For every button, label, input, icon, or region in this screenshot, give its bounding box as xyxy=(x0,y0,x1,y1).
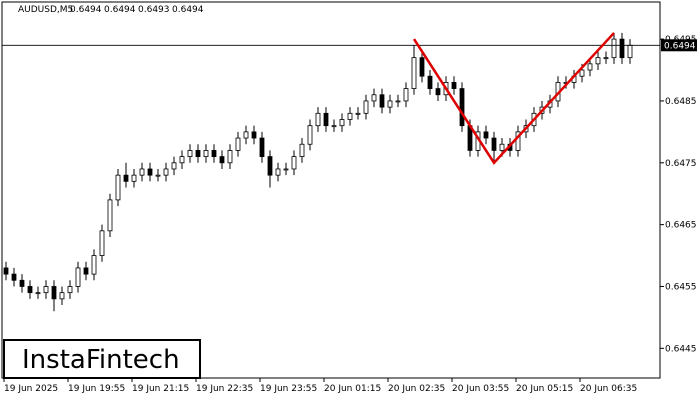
x-tick-label: 19 Jun 22:35 xyxy=(196,384,253,394)
candle-body xyxy=(131,174,137,182)
candle-body xyxy=(395,100,401,103)
candle-body xyxy=(411,57,417,89)
candle-body xyxy=(147,168,153,176)
candle-body xyxy=(243,131,249,139)
x-tick-label: 20 Jun 05:15 xyxy=(516,384,573,394)
header-value: 0.6494 xyxy=(172,5,204,15)
candle-body xyxy=(235,137,241,151)
candle-body xyxy=(219,156,225,164)
candle-body xyxy=(339,119,345,127)
candle-body xyxy=(123,174,129,182)
candle-body xyxy=(155,174,161,177)
candle-body xyxy=(35,292,41,295)
header-value: 0.6494 xyxy=(70,5,102,15)
candle-body xyxy=(227,150,233,164)
candle-body xyxy=(203,150,209,158)
candle-body xyxy=(291,156,297,170)
x-tick-label: 19 Jun 21:15 xyxy=(132,384,189,394)
x-tick-label: 19 Jun 23:55 xyxy=(260,384,317,394)
candle-body xyxy=(3,267,9,275)
candle-body xyxy=(611,38,617,59)
candle-body xyxy=(211,150,217,158)
candle-body xyxy=(347,112,353,120)
candle-body xyxy=(283,168,289,171)
candle-body xyxy=(67,286,73,294)
candle-body xyxy=(459,88,465,127)
candle-body xyxy=(139,168,145,176)
candle-body xyxy=(595,57,601,65)
x-tick-label: 20 Jun 02:35 xyxy=(388,384,445,394)
candle-body xyxy=(627,44,633,59)
candle-body xyxy=(419,57,425,77)
candle-body xyxy=(187,150,193,158)
y-tick-label: 0.6485 xyxy=(665,97,697,107)
candle-body xyxy=(451,81,457,89)
candle-body xyxy=(59,292,65,300)
candle-body xyxy=(115,174,121,201)
candle-body xyxy=(307,125,313,145)
candle-body xyxy=(403,88,409,102)
candle-body xyxy=(259,137,265,158)
candle-body xyxy=(107,199,113,232)
candle-body xyxy=(275,168,281,176)
candle-body xyxy=(251,131,257,139)
logo-box xyxy=(3,339,201,379)
candle-body xyxy=(483,131,489,139)
candle-body xyxy=(355,112,361,115)
header-value: 0.6494 xyxy=(104,5,136,15)
x-tick-label: 20 Jun 06:35 xyxy=(580,384,637,394)
candle-body xyxy=(171,162,177,170)
candle-body xyxy=(163,168,169,176)
x-tick-label: 19 Jun 2025 xyxy=(4,384,58,394)
candle-body xyxy=(299,143,305,158)
candle-body xyxy=(427,75,433,89)
candle-body xyxy=(515,131,521,151)
y-tick-label: 0.6455 xyxy=(665,282,697,292)
pattern-line xyxy=(412,32,615,165)
candle-body xyxy=(363,100,369,114)
candle-body xyxy=(83,267,89,275)
candle-body xyxy=(579,69,585,77)
candle-body xyxy=(51,286,57,300)
price-label-box xyxy=(661,39,697,52)
y-tick-label: 0.6465 xyxy=(665,221,697,231)
x-tick-label: 20 Jun 03:55 xyxy=(452,384,509,394)
candle-body xyxy=(331,125,337,128)
candle-body xyxy=(491,137,497,151)
candle-body xyxy=(27,286,33,294)
candle-body xyxy=(267,156,273,176)
logo: InstaFintech xyxy=(22,345,180,375)
candle-body xyxy=(75,267,81,287)
candle-body xyxy=(179,156,185,164)
candle-body xyxy=(99,230,105,256)
y-tick-label: 0.6445 xyxy=(665,344,697,354)
candle-body xyxy=(499,143,505,151)
candle-body xyxy=(323,112,329,127)
candle-body xyxy=(91,255,97,275)
candle-body xyxy=(603,57,609,60)
candle-body xyxy=(435,88,441,96)
price-label: 0.6494 xyxy=(664,41,696,51)
symbol: AUDUSD,M5 xyxy=(18,5,73,15)
candle-body xyxy=(619,38,625,59)
plot-frame xyxy=(1,1,661,379)
header-value: 0.6493 xyxy=(138,5,170,15)
candle-body xyxy=(379,94,385,108)
y-tick-label: 0.6475 xyxy=(665,159,697,169)
candle-body xyxy=(587,63,593,71)
candle-body xyxy=(195,150,201,158)
candle-body xyxy=(387,100,393,108)
candle-body xyxy=(11,273,17,281)
candle-body xyxy=(371,94,377,102)
candle-body xyxy=(315,112,321,127)
candle-body xyxy=(43,286,49,294)
candle-body xyxy=(19,279,25,287)
x-tick-label: 20 Jun 01:15 xyxy=(324,384,381,394)
x-tick-label: 19 Jun 19:55 xyxy=(68,384,125,394)
